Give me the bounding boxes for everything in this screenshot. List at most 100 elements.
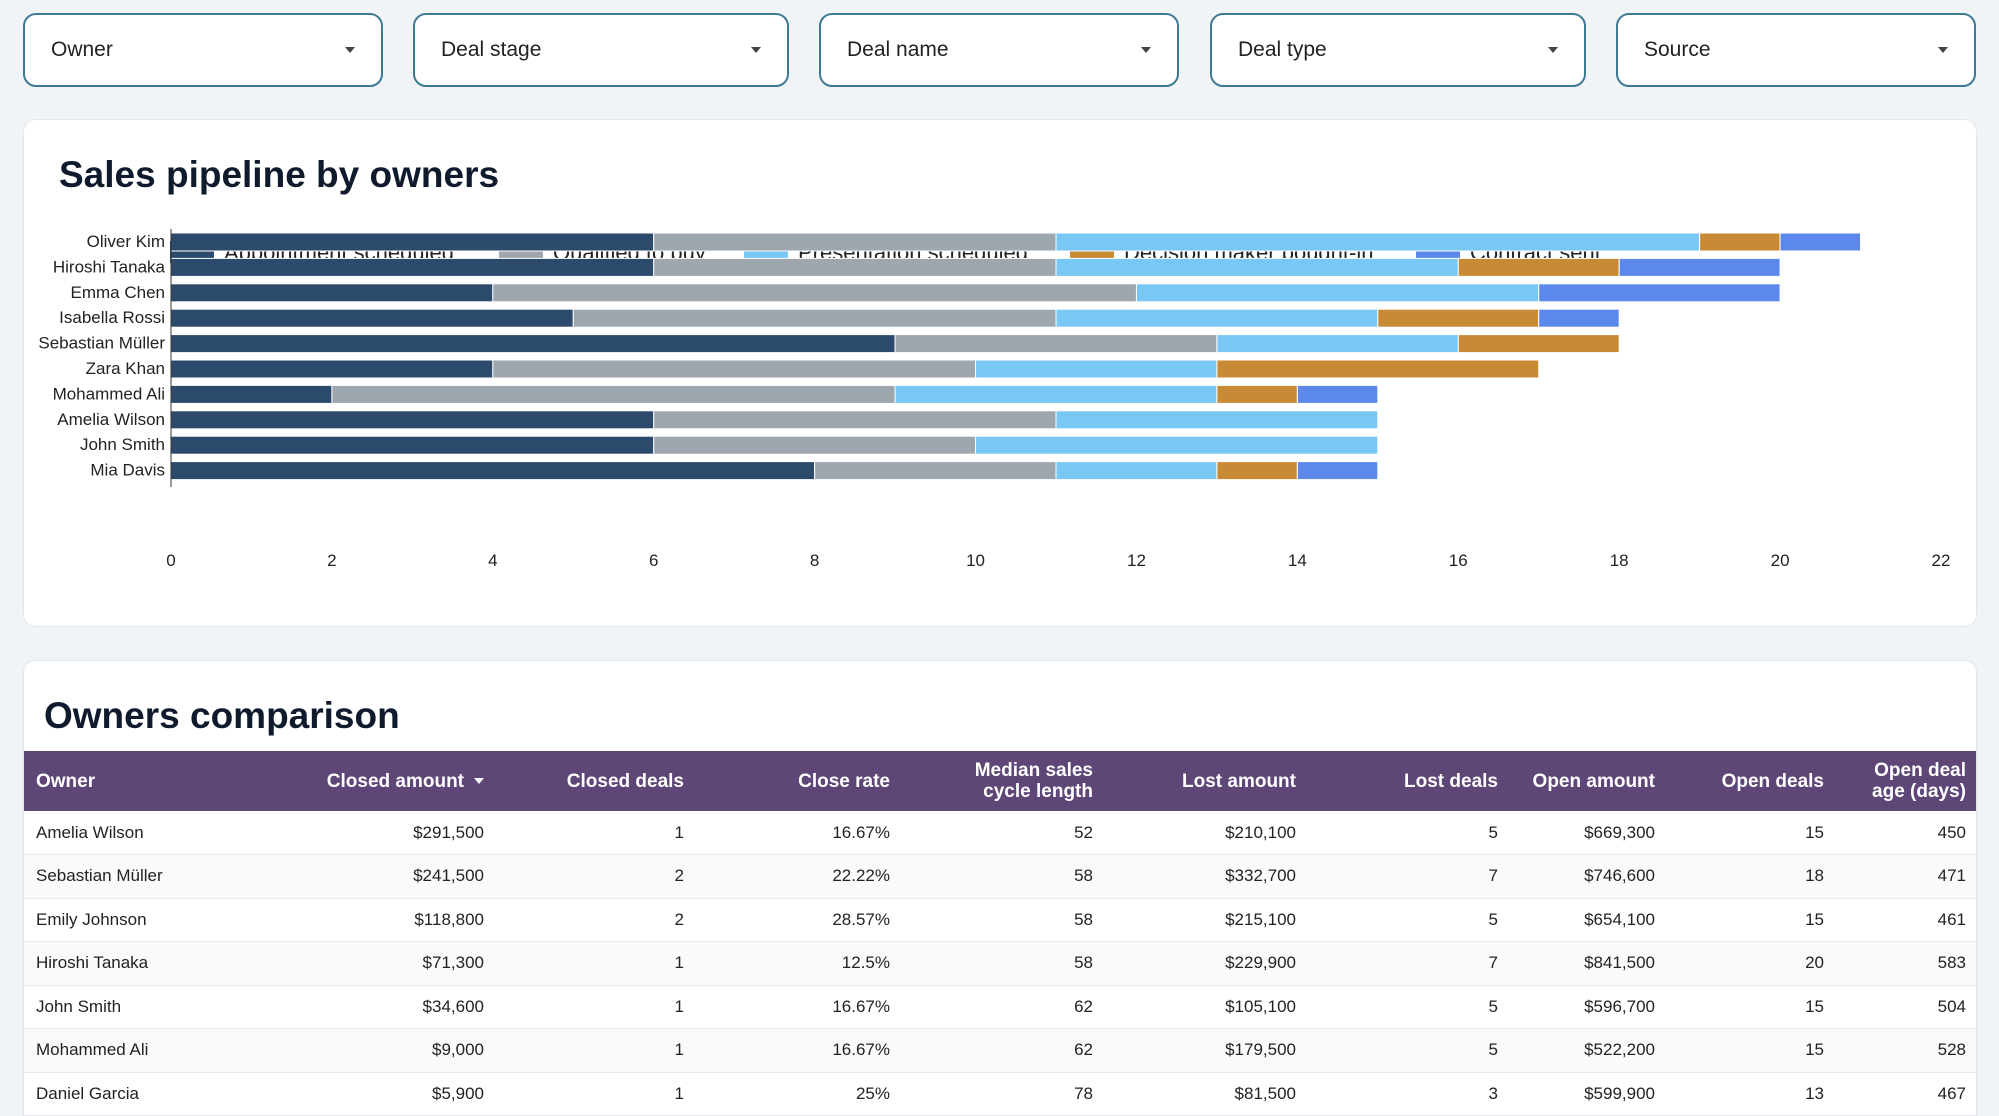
x-tick-label: 4 — [488, 551, 497, 570]
col-header-lost-amount[interactable]: Lost amount — [1105, 751, 1308, 811]
x-tick-label: 2 — [327, 551, 336, 570]
category-label: Emma Chen — [71, 283, 165, 302]
cell-closed-deals: 1 — [496, 985, 696, 1029]
cell-open-age: 528 — [1836, 1028, 1976, 1073]
cell-owner: Hiroshi Tanaka — [24, 941, 224, 986]
cell-open-age: 450 — [1836, 811, 1976, 855]
category-label: Mohammed Ali — [53, 384, 165, 403]
deal-stage-filter-label: Deal stage — [441, 38, 542, 61]
col-header-median-cycle[interactable]: Median sales cycle length — [902, 751, 1105, 811]
bar-segment — [170, 334, 896, 354]
cell-close-rate: 16.67% — [696, 985, 902, 1029]
table-row[interactable]: John Smith $34,600 1 16.67% 62 $105,100 5 $596,… — [24, 985, 1976, 1029]
bar-segment — [1618, 257, 1781, 277]
bar-segment — [894, 334, 1218, 354]
table-row[interactable]: Hiroshi Tanaka $71,300 1 12.5% 58 $229,900 7 $8… — [24, 941, 1976, 986]
col-header-closed-deals[interactable]: Closed deals — [496, 751, 696, 811]
cell-open-amount: $841,500 — [1510, 941, 1667, 986]
col-header-median-cycle-line2: cycle length — [983, 781, 1093, 802]
category-label: Mia Davis — [90, 461, 165, 480]
owners-comparison-table: Owner Closed amount Closed deals Close r… — [24, 751, 1976, 1116]
cell-closed-deals: 1 — [496, 1028, 696, 1073]
pipeline-chart-card: Sales pipeline by owners Appointment sch… — [23, 119, 1977, 627]
table-row[interactable]: Mohammed Ali $9,000 1 16.67% 62 $179,500 5 $522… — [24, 1028, 1976, 1073]
col-header-open-amount[interactable]: Open amount — [1510, 751, 1667, 811]
owners-comparison-card: Owners comparison Owner Closed amount Cl… — [23, 660, 1977, 1116]
bar-segment — [1216, 359, 1540, 379]
cell-closed-deals: 2 — [496, 854, 696, 899]
cell-lost-amount: $81,500 — [1105, 1072, 1308, 1116]
bar-segment — [1457, 257, 1620, 277]
table-row[interactable]: Sebastian Müller $241,500 2 22.22% 58 $332,70… — [24, 854, 1976, 899]
deal-name-filter-label: Deal name — [847, 38, 949, 61]
cell-median-cycle: 58 — [902, 898, 1105, 942]
table-header-row: Owner Closed amount Closed deals Close r… — [24, 751, 1976, 811]
bar-segment — [170, 359, 494, 379]
cell-median-cycle: 58 — [902, 854, 1105, 899]
cell-owner: Emily Johnson — [24, 898, 224, 942]
cell-lost-amount: $332,700 — [1105, 854, 1308, 899]
col-header-open-age[interactable]: Open deal age (days) — [1836, 751, 1976, 811]
bar-segment — [975, 435, 1379, 455]
col-header-close-rate[interactable]: Close rate — [696, 751, 902, 811]
cell-owner: Amelia Wilson — [24, 811, 224, 855]
col-header-open-age-line1: Open deal — [1874, 760, 1966, 781]
cell-open-deals: 15 — [1667, 811, 1836, 855]
source-filter[interactable]: Source — [1616, 13, 1976, 87]
deal-name-filter[interactable]: Deal name — [819, 13, 1179, 87]
cell-median-cycle: 62 — [902, 1028, 1105, 1073]
cell-median-cycle: 52 — [902, 811, 1105, 855]
bar-segment — [170, 257, 655, 277]
col-header-open-deals[interactable]: Open deals — [1667, 751, 1836, 811]
deal-stage-filter[interactable]: Deal stage — [413, 13, 789, 87]
owner-filter-label: Owner — [51, 38, 113, 61]
x-tick-label: 14 — [1288, 551, 1307, 570]
bar-segment — [170, 410, 655, 430]
cell-closed-deals: 2 — [496, 898, 696, 942]
x-tick-label: 16 — [1449, 551, 1468, 570]
cell-closed-amount: $241,500 — [224, 854, 496, 899]
bar-segment — [1216, 384, 1298, 404]
col-header-lost-deals-label: Lost deals — [1404, 770, 1498, 792]
cell-open-amount: $522,200 — [1510, 1028, 1667, 1073]
table-row[interactable]: Amelia Wilson $291,500 1 16.67% 52 $210,100 5 $… — [24, 811, 1976, 855]
cell-open-deals: 13 — [1667, 1072, 1836, 1116]
cell-open-amount: $654,100 — [1510, 898, 1667, 942]
bar-segment — [1055, 410, 1379, 430]
col-header-close-rate-label: Close rate — [798, 770, 890, 792]
cell-open-deals: 15 — [1667, 1028, 1836, 1073]
category-label: Amelia Wilson — [57, 410, 165, 429]
cell-open-amount: $746,600 — [1510, 854, 1667, 899]
cell-lost-amount: $179,500 — [1105, 1028, 1308, 1073]
col-header-lost-deals[interactable]: Lost deals — [1308, 751, 1510, 811]
col-header-owner[interactable]: Owner — [24, 751, 224, 811]
bar-segment — [1296, 384, 1379, 404]
x-tick-label: 18 — [1610, 551, 1629, 570]
table-row[interactable]: Daniel Garcia $5,900 1 25% 78 $81,500 3 $599,90… — [24, 1072, 1976, 1116]
cell-closed-amount: $5,900 — [224, 1072, 496, 1116]
cell-lost-deals: 3 — [1308, 1072, 1510, 1116]
cell-open-deals: 15 — [1667, 898, 1836, 942]
table-row[interactable]: Emily Johnson $118,800 2 28.57% 58 $215,100 5 $… — [24, 898, 1976, 942]
bar-segment — [170, 232, 655, 252]
source-filter-label: Source — [1644, 38, 1711, 61]
cell-owner: Sebastian Müller — [24, 854, 224, 899]
bar-segment — [1699, 232, 1781, 252]
cell-closed-amount: $34,600 — [224, 985, 496, 1029]
col-header-closed-deals-label: Closed deals — [566, 770, 684, 792]
cell-open-amount: $599,900 — [1510, 1072, 1667, 1116]
bar-segment — [1055, 308, 1379, 328]
col-header-closed-amount[interactable]: Closed amount — [224, 751, 496, 811]
cell-lost-deals: 7 — [1308, 941, 1510, 986]
table-title: Owners comparison — [44, 695, 400, 736]
deal-type-filter[interactable]: Deal type — [1210, 13, 1586, 87]
pipeline-chart: Appointment scheduled Qualified to buy Pre… — [38, 229, 1950, 570]
cell-median-cycle: 58 — [902, 941, 1105, 986]
col-header-closed-amount-label: Closed amount — [326, 770, 464, 792]
bar-segment — [170, 461, 816, 481]
cell-closed-deals: 1 — [496, 1072, 696, 1116]
owner-filter[interactable]: Owner — [23, 13, 383, 87]
bar-segment — [653, 232, 1057, 252]
bar-segment — [170, 384, 333, 404]
cell-open-age: 504 — [1836, 985, 1976, 1029]
